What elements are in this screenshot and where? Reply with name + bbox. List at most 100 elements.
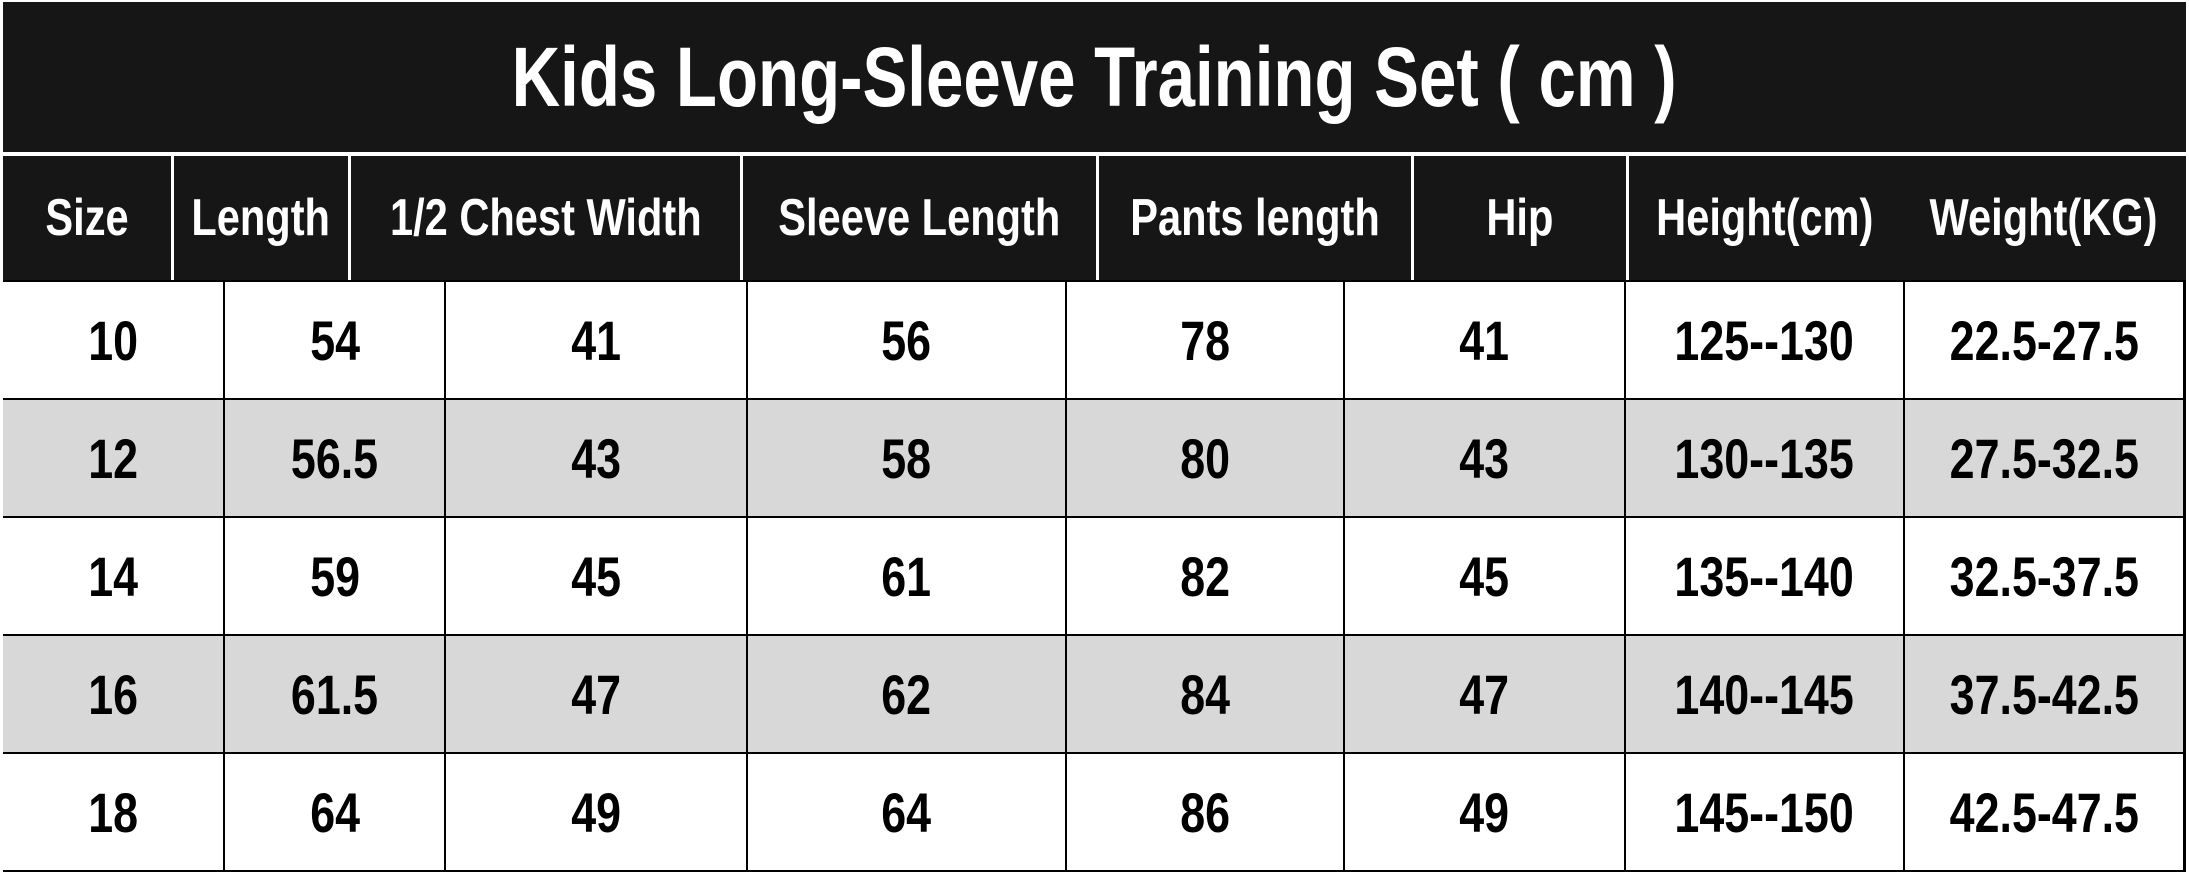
cell-value: 37.5-42.5 — [1949, 662, 2139, 726]
cell-value: 18 — [88, 780, 139, 844]
body-cell: 32.5-37.5 — [1904, 516, 2186, 634]
cell-value: 45 — [1459, 544, 1510, 608]
cell-value: 32.5-37.5 — [1949, 544, 2139, 608]
cell-value: 41 — [1459, 308, 1510, 372]
body-cell: 45 — [445, 516, 748, 634]
cell-value: 47 — [570, 662, 621, 726]
body-cell: 56 — [747, 280, 1068, 398]
cell-value: 64 — [881, 780, 932, 844]
body-cell: 145--150 — [1625, 752, 1905, 870]
cell-value: 125--130 — [1674, 308, 1854, 372]
cell-value: 14 — [88, 544, 139, 608]
body-cell: 61 — [747, 516, 1068, 634]
cell-value: 43 — [1459, 426, 1510, 490]
column-header: Height(cm) — [1629, 156, 1902, 280]
body-cell: 82 — [1067, 516, 1346, 634]
column-header-label: Height(cm) — [1656, 189, 1874, 247]
body-cell: 49 — [445, 752, 748, 870]
body-cell: 47 — [1345, 634, 1626, 752]
body-cell: 125--130 — [1625, 280, 1905, 398]
column-header-label: Length — [191, 189, 331, 247]
cell-value: 145--150 — [1674, 780, 1854, 844]
body-cell: 45 — [1345, 516, 1626, 634]
cell-value: 61.5 — [291, 662, 379, 726]
table-header-row: Size Length 1/2 Chest Width Sleeve Length Pa… — [3, 156, 2186, 280]
body-cell: 78 — [1067, 280, 1346, 398]
cell-value: 64 — [309, 780, 360, 844]
cell-value: 82 — [1180, 544, 1231, 608]
column-header: Hip — [1413, 156, 1630, 280]
body-cell: 130--135 — [1625, 398, 1905, 516]
column-header: Pants length — [1098, 156, 1414, 280]
body-cell: 59 — [225, 516, 446, 634]
body-cell: 135--140 — [1625, 516, 1905, 634]
cell-value: 56.5 — [291, 426, 379, 490]
cell-value: 78 — [1180, 308, 1231, 372]
cell-value: 16 — [88, 662, 139, 726]
body-cell: 14 — [3, 516, 226, 634]
body-cell: 18 — [3, 752, 226, 870]
body-cell: 64 — [225, 752, 446, 870]
body-cell: 22.5-27.5 — [1904, 280, 2186, 398]
column-header-label: Weight(KG) — [1929, 189, 2158, 247]
cell-value: 41 — [570, 308, 621, 372]
body-cell: 10 — [3, 280, 226, 398]
column-header: 1/2 Chest Width — [350, 156, 744, 280]
body-cell: 86 — [1067, 752, 1346, 870]
column-header: Size — [3, 156, 175, 280]
body-cell: 84 — [1067, 634, 1346, 752]
table-body: 10 54 41 56 78 41 125--130 22.5-27.5 12 56.5 43 58 8… — [3, 280, 2186, 872]
cell-value: 27.5-32.5 — [1949, 426, 2139, 490]
cell-value: 43 — [570, 426, 621, 490]
body-cell: 43 — [1345, 398, 1626, 516]
body-cell: 58 — [747, 398, 1068, 516]
body-cell: 27.5-32.5 — [1904, 398, 2186, 516]
chart-title: Kids Long-Sleeve Training Set ( cm ) — [511, 29, 1677, 124]
body-cell: 41 — [445, 280, 748, 398]
body-cell: 37.5-42.5 — [1904, 634, 2186, 752]
cell-value: 49 — [1459, 780, 1510, 844]
body-cell: 49 — [1345, 752, 1626, 870]
body-cell: 47 — [445, 634, 748, 752]
cell-value: 84 — [1180, 662, 1231, 726]
cell-value: 135--140 — [1674, 544, 1854, 608]
cell-value: 47 — [1459, 662, 1510, 726]
column-header-label: Pants length — [1129, 189, 1380, 247]
cell-value: 140--145 — [1674, 662, 1854, 726]
column-header-label: Size — [45, 189, 129, 247]
body-cell: 42.5-47.5 — [1904, 752, 2186, 870]
cell-value: 61 — [881, 544, 932, 608]
column-header: Length — [174, 156, 351, 280]
body-cell: 41 — [1345, 280, 1626, 398]
cell-value: 58 — [881, 426, 932, 490]
body-cell: 64 — [747, 752, 1068, 870]
column-header-label: Sleeve Length — [778, 189, 1061, 247]
column-header: Sleeve Length — [743, 156, 1099, 280]
body-cell: 16 — [3, 634, 226, 752]
body-cell: 62 — [747, 634, 1068, 752]
cell-value: 59 — [309, 544, 360, 608]
cell-value: 56 — [881, 308, 932, 372]
body-cell: 61.5 — [225, 634, 446, 752]
cell-value: 10 — [88, 308, 139, 372]
cell-value: 42.5-47.5 — [1949, 780, 2139, 844]
body-cell: 140--145 — [1625, 634, 1905, 752]
cell-value: 54 — [309, 308, 360, 372]
column-header-label: Hip — [1486, 189, 1554, 247]
cell-value: 86 — [1180, 780, 1231, 844]
body-cell: 56.5 — [225, 398, 446, 516]
column-header-label: 1/2 Chest Width — [389, 189, 702, 247]
body-cell: 54 — [225, 280, 446, 398]
chart-title-bar: Kids Long-Sleeve Training Set ( cm ) — [3, 2, 2186, 152]
body-cell: 80 — [1067, 398, 1346, 516]
cell-value: 22.5-27.5 — [1949, 308, 2139, 372]
cell-value: 62 — [881, 662, 932, 726]
cell-value: 130--135 — [1674, 426, 1854, 490]
cell-value: 45 — [570, 544, 621, 608]
body-cell: 12 — [3, 398, 226, 516]
column-header: Weight(KG) — [1901, 156, 2186, 280]
cell-value: 12 — [88, 426, 139, 490]
cell-value: 80 — [1180, 426, 1231, 490]
body-cell: 43 — [445, 398, 748, 516]
